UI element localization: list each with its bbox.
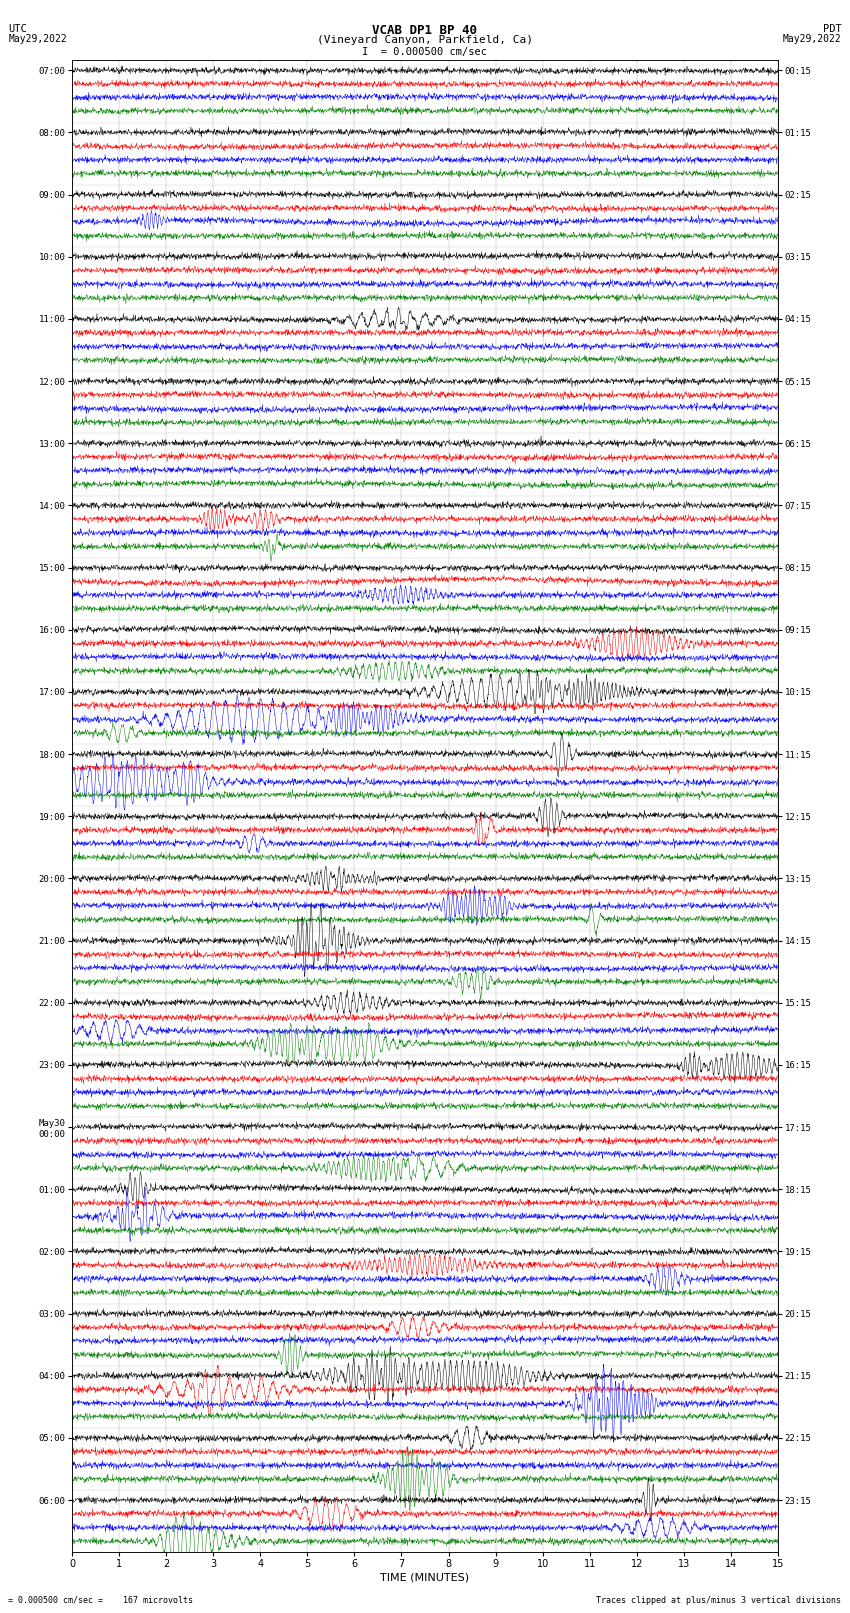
Text: Traces clipped at plus/minus 3 vertical divisions: Traces clipped at plus/minus 3 vertical … bbox=[597, 1595, 842, 1605]
Text: VCAB DP1 BP 40: VCAB DP1 BP 40 bbox=[372, 24, 478, 37]
Text: = 0.000500 cm/sec =    167 microvolts: = 0.000500 cm/sec = 167 microvolts bbox=[8, 1595, 194, 1605]
Text: May29,2022: May29,2022 bbox=[783, 34, 842, 44]
Text: UTC: UTC bbox=[8, 24, 27, 34]
Text: (Vineyard Canyon, Parkfield, Ca): (Vineyard Canyon, Parkfield, Ca) bbox=[317, 35, 533, 45]
Text: I  = 0.000500 cm/sec: I = 0.000500 cm/sec bbox=[362, 47, 488, 56]
Text: PDT: PDT bbox=[823, 24, 842, 34]
Text: May29,2022: May29,2022 bbox=[8, 34, 67, 44]
X-axis label: TIME (MINUTES): TIME (MINUTES) bbox=[381, 1573, 469, 1582]
